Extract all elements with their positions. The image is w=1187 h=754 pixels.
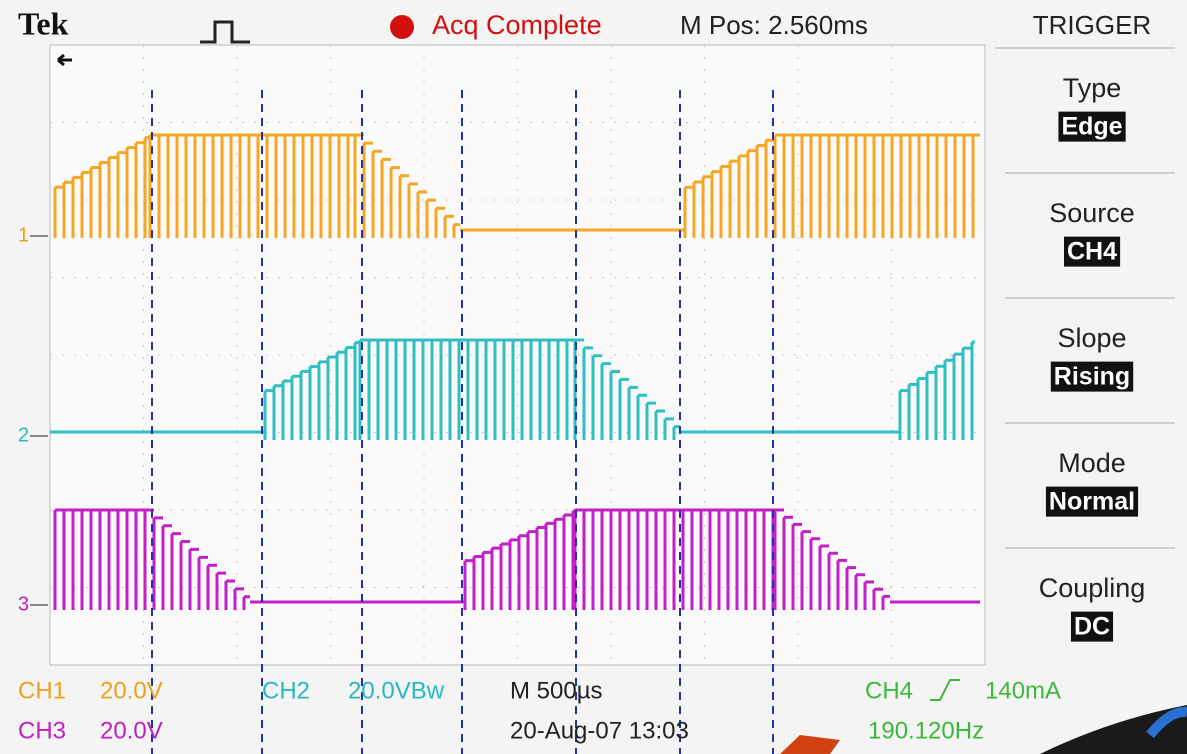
menu-label: Slope bbox=[1057, 323, 1126, 353]
ch3-name: CH3 bbox=[18, 717, 66, 744]
ch2-name: CH2 bbox=[262, 677, 310, 704]
status: Acq Complete bbox=[432, 10, 602, 40]
ch1-marker: 1 bbox=[18, 224, 29, 246]
timebase: M 500µs bbox=[510, 677, 603, 704]
menu-label: Coupling bbox=[1039, 573, 1146, 603]
date: 20-Aug-07 13:03 bbox=[510, 717, 689, 744]
trigger-level: 140mA bbox=[985, 677, 1061, 704]
menu-value: Normal bbox=[1049, 488, 1135, 516]
menu-label: Source bbox=[1049, 198, 1135, 228]
menu-value: DC bbox=[1074, 613, 1110, 641]
menu-label: Mode bbox=[1058, 448, 1126, 478]
ch3-marker: 3 bbox=[18, 593, 29, 615]
menu-value: Edge bbox=[1061, 113, 1122, 141]
ch2-scale: 20.0VBw bbox=[348, 677, 445, 704]
status-dot bbox=[390, 15, 414, 39]
brand: Tek bbox=[18, 5, 69, 41]
ch1-scale: 20.0V bbox=[100, 677, 163, 704]
oscilloscope-screen: Tek Acq Complete M Pos: 2.560ms TRIGGER … bbox=[0, 0, 1187, 754]
trigger-source: CH4 bbox=[865, 677, 913, 704]
position: M Pos: 2.560ms bbox=[680, 10, 868, 40]
ch1-name: CH1 bbox=[18, 677, 66, 704]
ch2-marker: 2 bbox=[18, 424, 29, 446]
ch3-scale: 20.0V bbox=[100, 717, 163, 744]
menu-value: CH4 bbox=[1067, 238, 1117, 266]
menu-label: Type bbox=[1063, 73, 1122, 103]
menu-value: Rising bbox=[1054, 363, 1130, 391]
frequency: 190.120Hz bbox=[868, 717, 984, 744]
menu-title: TRIGGER bbox=[1033, 10, 1151, 40]
